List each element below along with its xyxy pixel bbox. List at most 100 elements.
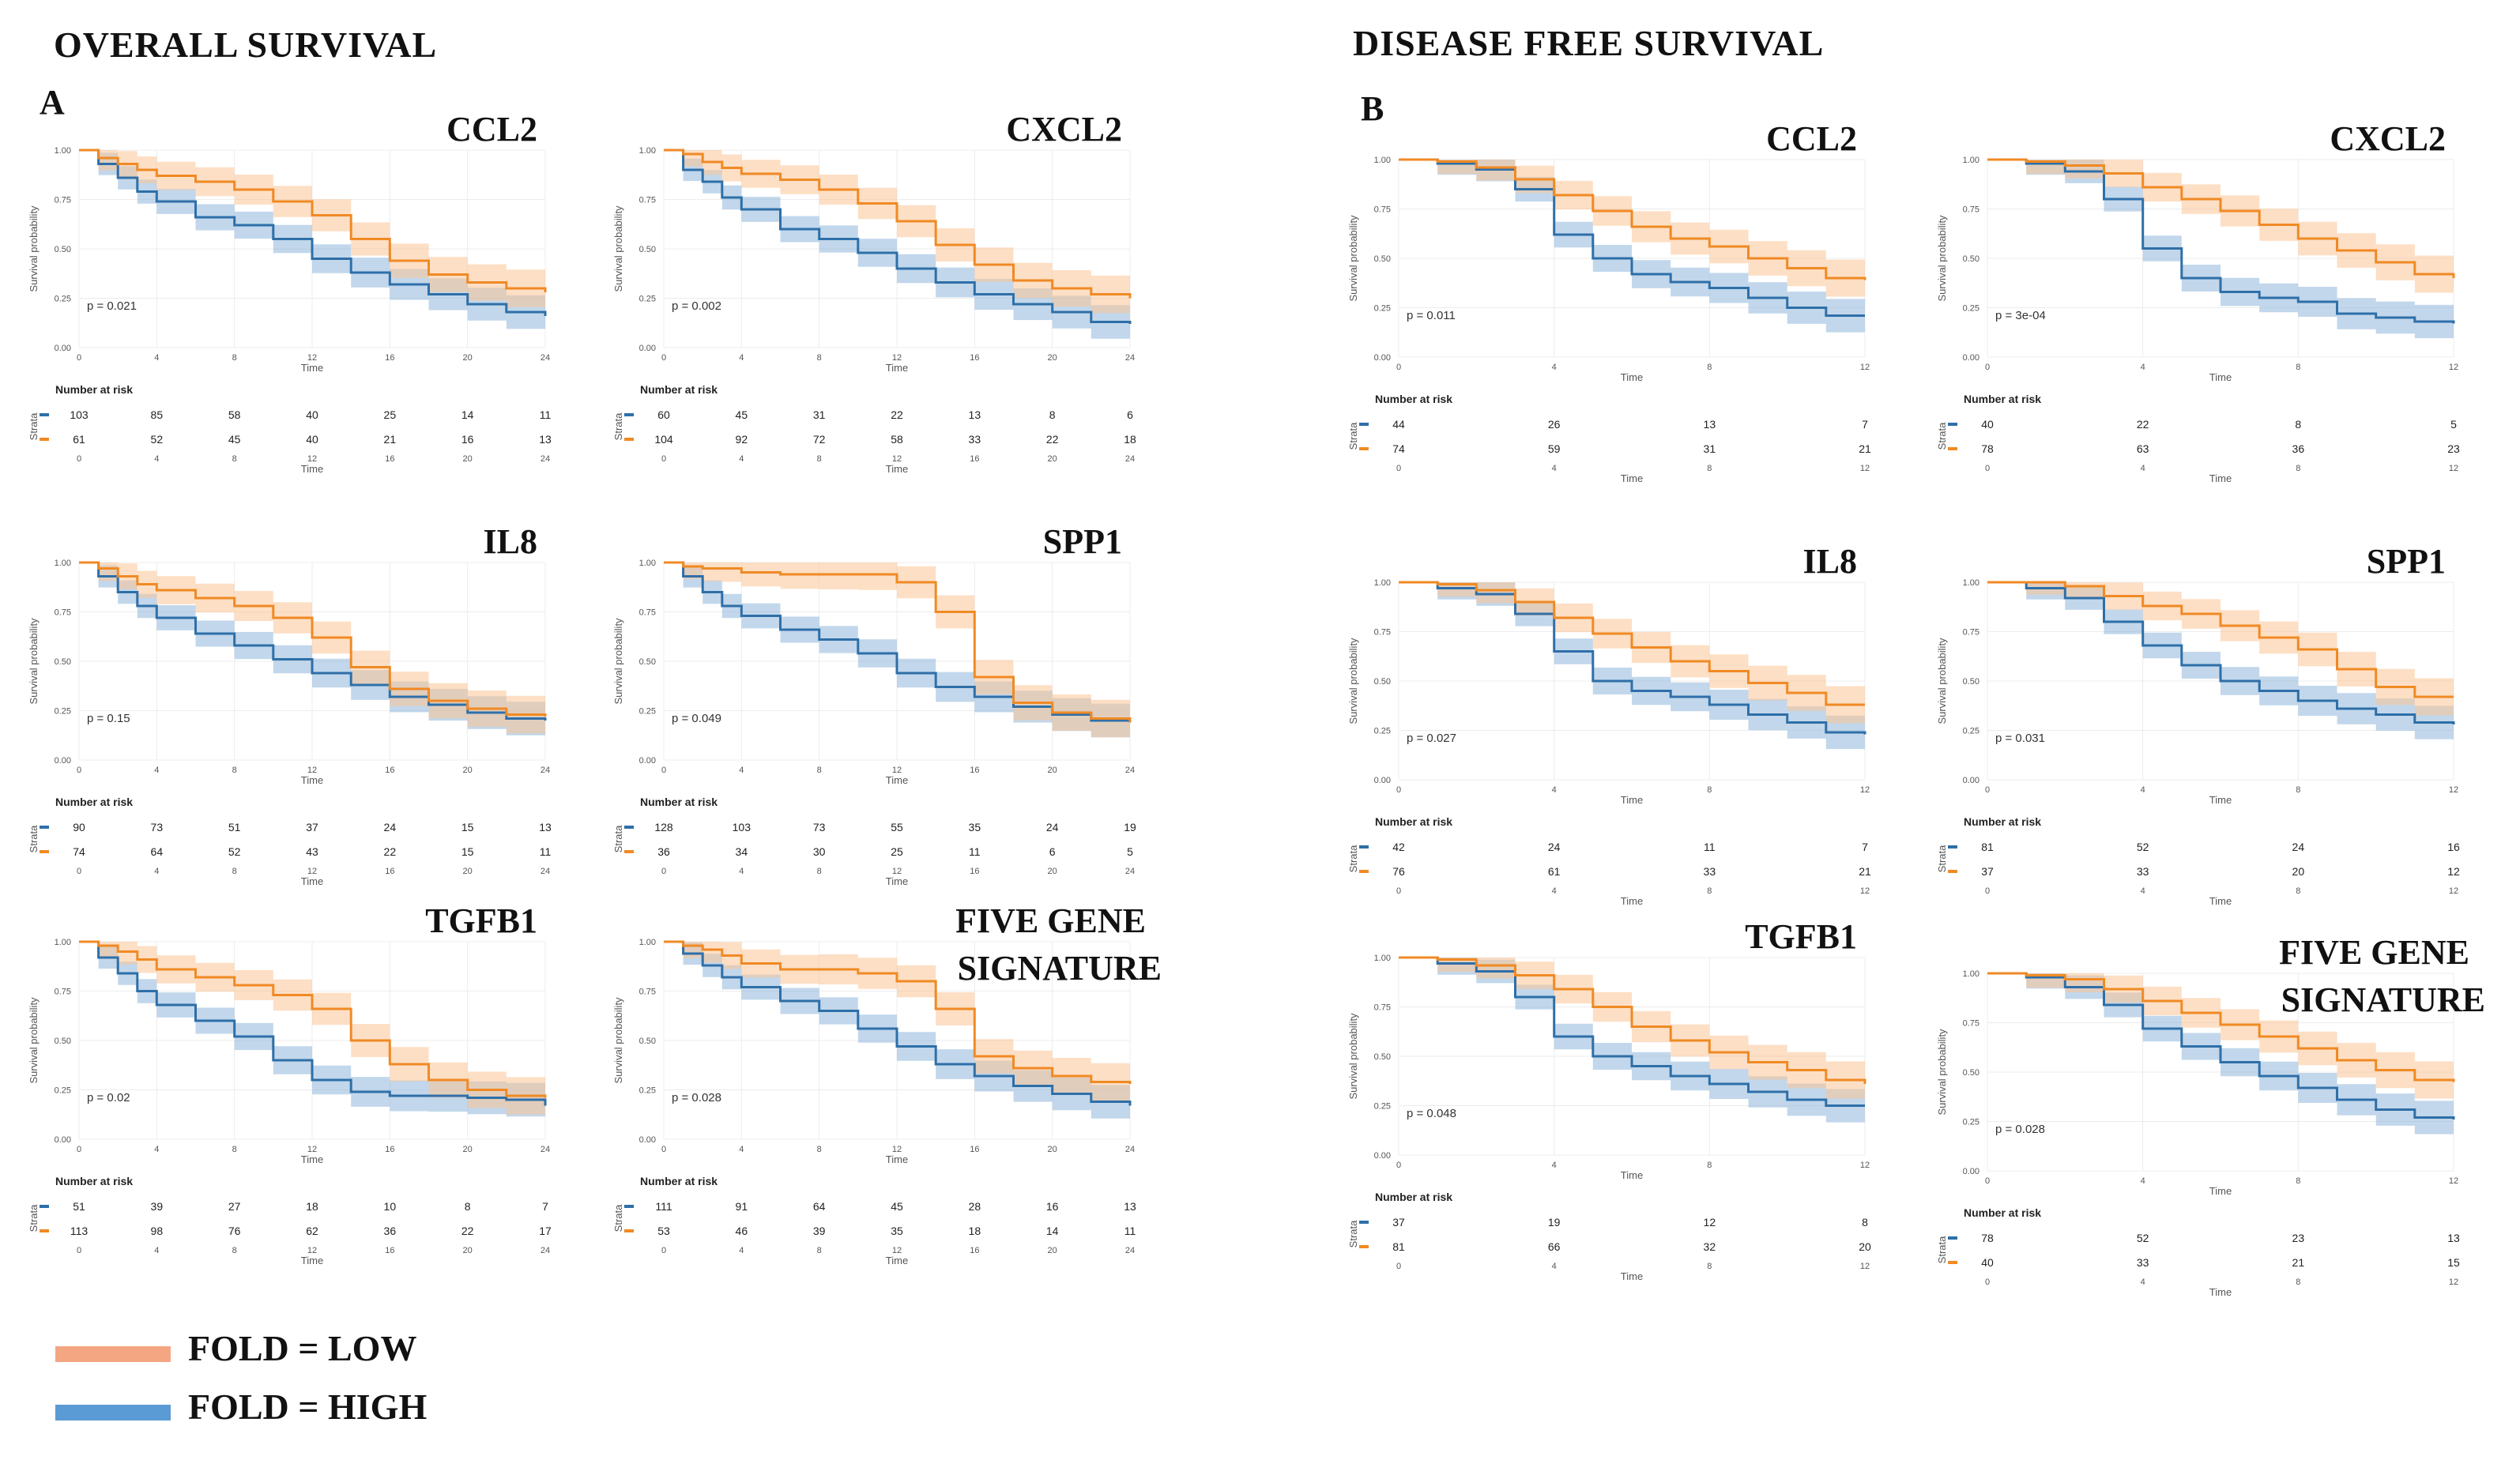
x-tick-label: 8 xyxy=(817,766,822,775)
risk-count-low: 16 xyxy=(461,433,474,446)
km-chart: 0.00 0.25 0.50 0.75 1.00 0 4 8 12 Time Survival pr… xyxy=(1347,917,1871,1282)
x-tick-label: 12 xyxy=(2449,785,2458,795)
risk-count-low: 66 xyxy=(1548,1240,1561,1253)
risk-x-tick-label: 20 xyxy=(1048,454,1057,464)
y-tick-label: 0.75 xyxy=(55,608,71,618)
risk-x-tick-label: 16 xyxy=(970,1246,979,1255)
x-tick-label: 12 xyxy=(307,766,317,775)
x-tick-label: 12 xyxy=(307,353,317,363)
y-tick-label: 0.25 xyxy=(1374,1102,1391,1112)
km-panel: 0.00 0.25 0.50 0.75 1.00 0 4 8 12 16 20 24 Time Survi… xyxy=(20,522,565,887)
x-tick-label: 24 xyxy=(1125,1145,1135,1154)
y-axis-label: Survival probability xyxy=(28,205,40,292)
risk-table-title: Number at risk xyxy=(1964,1206,2041,1219)
risk-x-tick-label: 8 xyxy=(817,1246,822,1255)
x-tick-label: 8 xyxy=(2296,363,2300,372)
ci-band-high xyxy=(1987,160,2454,341)
risk-count-low: 33 xyxy=(2137,1256,2149,1269)
x-tick-label: 12 xyxy=(892,1145,902,1154)
risk-x-tick-label: 12 xyxy=(2449,886,2458,896)
x-tick-label: 12 xyxy=(1860,785,1870,795)
x-tick-label: 0 xyxy=(661,353,666,363)
y-tick-label: 0.75 xyxy=(1374,205,1391,215)
x-tick-label: 8 xyxy=(1707,785,1712,795)
x-tick-label: 4 xyxy=(2141,1176,2145,1186)
risk-count-low: 12 xyxy=(2447,865,2460,878)
risk-x-tick-label: 0 xyxy=(1396,1262,1401,1271)
risk-x-tick-label: 4 xyxy=(1552,886,1557,896)
km-line-high xyxy=(79,149,547,316)
x-tick-label: 0 xyxy=(661,1145,666,1154)
risk-table-title: Number at risk xyxy=(640,796,718,808)
risk-count-low: 18 xyxy=(969,1225,981,1237)
risk-count-low: 35 xyxy=(891,1225,903,1237)
risk-x-tick-label: 20 xyxy=(463,454,473,464)
risk-table-title: Number at risk xyxy=(1964,815,2041,828)
km-line-high xyxy=(1987,972,2455,1119)
risk-x-axis-label: Time xyxy=(2209,895,2232,907)
gene-title: SIGNATURE xyxy=(2281,980,2485,1019)
risk-count-low: 15 xyxy=(2447,1256,2460,1269)
risk-x-tick-label: 16 xyxy=(385,454,394,464)
risk-x-axis-label: Time xyxy=(886,875,908,887)
km-line-low xyxy=(1399,956,1866,1084)
y-tick-label: 1.00 xyxy=(1963,578,1979,588)
risk-count-high: 64 xyxy=(813,1200,826,1213)
risk-count-high: 16 xyxy=(2447,841,2460,853)
gene-title: CXCL2 xyxy=(1006,110,1122,149)
risk-table-title: Number at risk xyxy=(55,1175,133,1187)
risk-x-tick-label: 20 xyxy=(1048,1246,1057,1255)
risk-count-high: 24 xyxy=(1046,821,1059,833)
y-tick-label: 0.25 xyxy=(1374,727,1391,736)
p-value: p = 0.031 xyxy=(1995,732,2045,745)
x-tick-label: 16 xyxy=(385,353,394,363)
km-chart: 0.00 0.25 0.50 0.75 1.00 0 4 8 12 Time Survival pr… xyxy=(1347,119,1871,484)
risk-count-low: 113 xyxy=(70,1225,89,1237)
ci-band-high xyxy=(1399,582,1865,752)
x-tick-label: 16 xyxy=(385,1145,394,1154)
risk-table-title: Number at risk xyxy=(1375,815,1452,828)
y-tick-label: 0.50 xyxy=(1374,1052,1391,1062)
km-line-low xyxy=(1399,581,1865,706)
risk-count-high: 26 xyxy=(1548,418,1561,431)
risk-count-high: 44 xyxy=(1392,418,1405,431)
risk-count-low: 92 xyxy=(736,433,748,446)
risk-count-low: 36 xyxy=(657,845,670,858)
risk-count-high: 37 xyxy=(1392,1216,1405,1229)
ci-band-low xyxy=(1987,160,2454,298)
risk-x-tick-label: 16 xyxy=(970,454,979,464)
risk-count-low: 74 xyxy=(1392,442,1405,455)
risk-x-tick-label: 0 xyxy=(661,867,666,876)
risk-x-tick-label: 4 xyxy=(739,1246,744,1255)
y-tick-label: 1.00 xyxy=(1963,156,1979,165)
p-value: p = 0.027 xyxy=(1407,732,1456,745)
y-tick-label: 0.00 xyxy=(1963,776,1979,785)
risk-x-axis-label: Time xyxy=(1621,1270,1643,1282)
strata-label: Strata xyxy=(28,412,40,440)
gene-title: SIGNATURE xyxy=(958,949,1162,988)
risk-count-low: 74 xyxy=(73,845,85,858)
risk-count-low: 30 xyxy=(813,845,826,858)
p-value: p = 3e-04 xyxy=(1995,309,2046,322)
y-tick-label: 0.75 xyxy=(55,988,71,997)
x-tick-label: 0 xyxy=(77,353,81,363)
risk-count-low: 11 xyxy=(540,845,552,858)
x-axis-label: Time xyxy=(301,1153,323,1165)
x-tick-label: 4 xyxy=(154,766,159,775)
y-tick-label: 0.25 xyxy=(1374,304,1391,314)
risk-count-high: 103 xyxy=(70,408,89,421)
y-axis-label: Survival probability xyxy=(612,618,624,705)
km-chart: 0.00 0.25 0.50 0.75 1.00 0 4 8 12 16 20 24 Time Survi… xyxy=(28,522,552,887)
risk-x-axis-label: Time xyxy=(886,1255,908,1266)
risk-count-low: 39 xyxy=(813,1225,826,1237)
km-line-low xyxy=(1987,581,2454,698)
x-axis-label: Time xyxy=(2209,371,2232,383)
p-value: p = 0.15 xyxy=(87,712,130,725)
km-line-low xyxy=(79,149,547,292)
y-tick-label: 0.75 xyxy=(639,988,656,997)
risk-count-high: 103 xyxy=(733,821,751,833)
x-tick-label: 20 xyxy=(463,1145,473,1154)
risk-x-tick-label: 12 xyxy=(2449,1278,2458,1287)
risk-count-high: 8 xyxy=(1049,408,1056,421)
y-tick-label: 1.00 xyxy=(1963,969,1979,979)
